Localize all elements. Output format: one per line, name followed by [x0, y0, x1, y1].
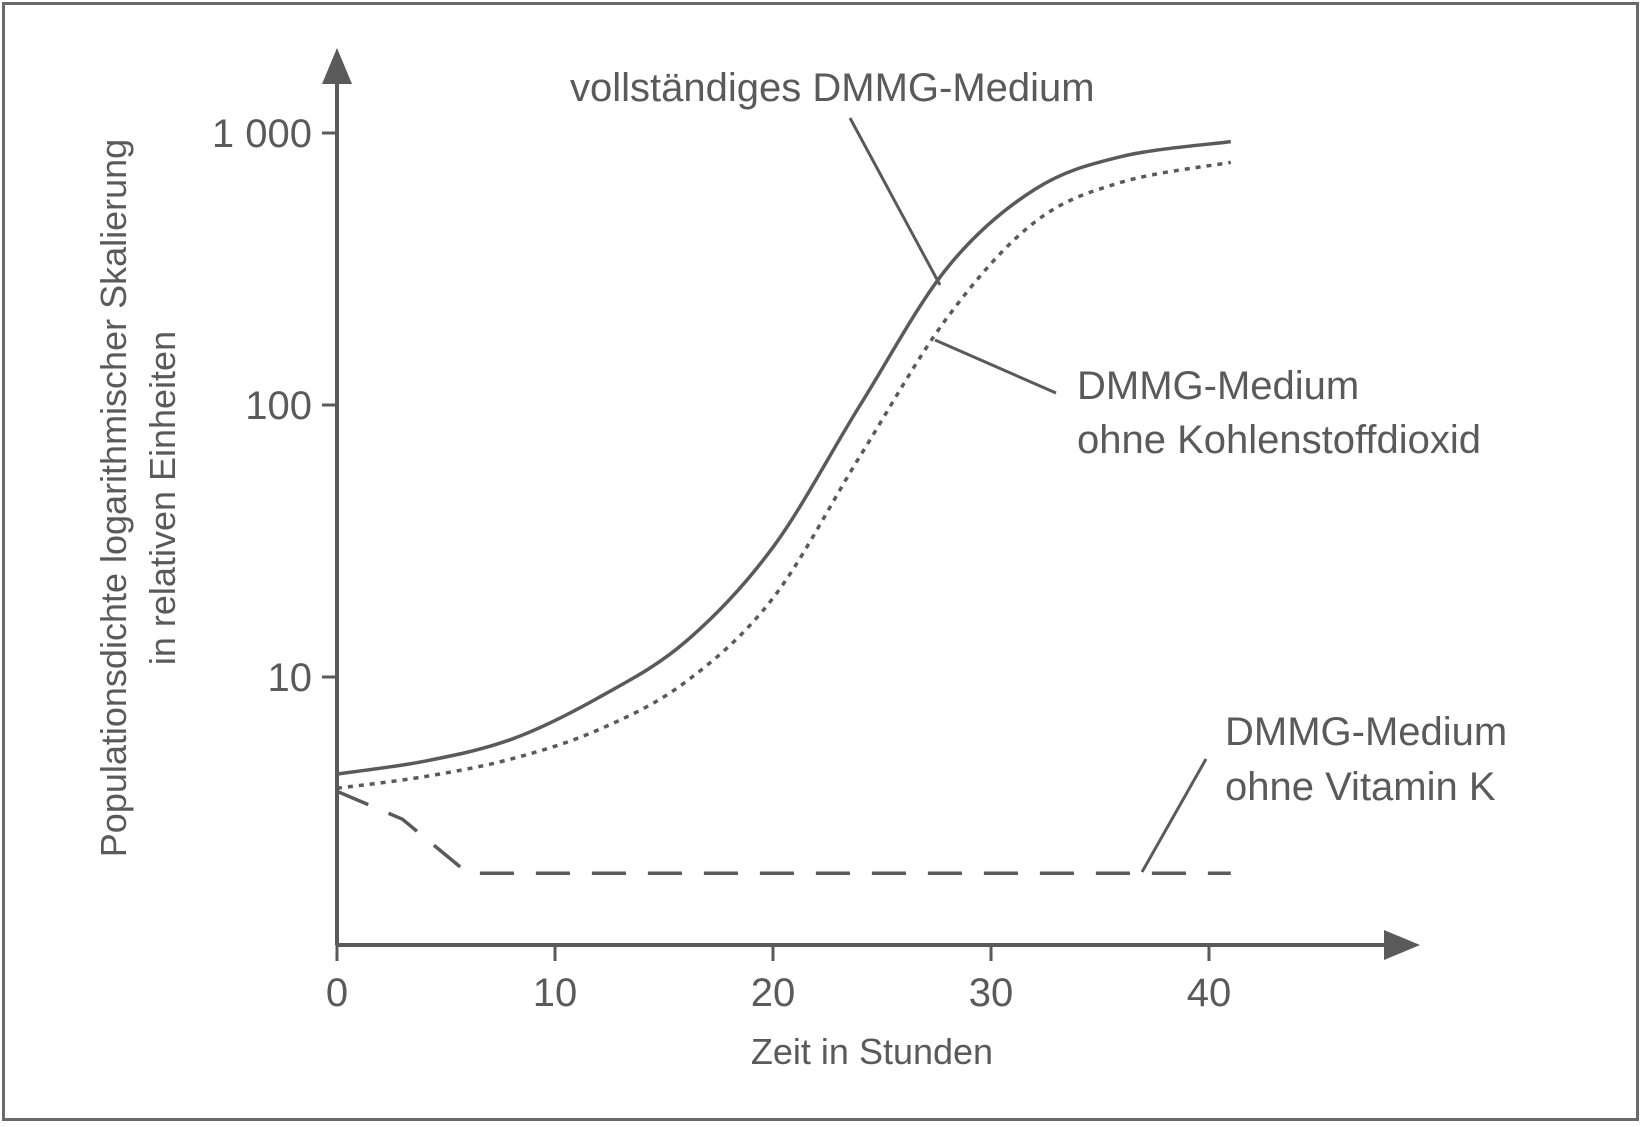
series-vollstaendig	[336, 139, 1232, 776]
annotation-ohne-co2-line2: ohne Kohlenstoffdioxid	[1077, 418, 1481, 462]
x-tick-label-0: 0	[326, 971, 348, 1015]
leader-ohne-co2	[934, 338, 1057, 395]
series-ohne-vitamin-k	[336, 789, 1231, 875]
y-tick-label-10: 10	[268, 656, 313, 700]
x-axis-arrow	[1384, 930, 1420, 960]
axes	[322, 48, 1420, 960]
x-tick-label-20: 20	[751, 971, 796, 1015]
y-axis-arrow	[322, 48, 352, 84]
ticks: 0 10 20 30 40 10 100 1 000	[212, 112, 1231, 1015]
y-tick-label-100: 100	[245, 384, 312, 428]
y-tick-label-1000: 1 000	[212, 112, 312, 156]
x-tick-label-30: 30	[969, 971, 1014, 1015]
leader-vollstaendig	[848, 117, 942, 286]
series-ohne-kohlenstoffdioxid	[336, 160, 1232, 790]
y-axis-title-line2: in relativen Einheiten	[142, 331, 183, 665]
leader-ohne-vitamin-k	[1140, 758, 1208, 873]
annotation-ohne-co2-line1: DMMG-Medium	[1077, 364, 1359, 408]
annotation-ohne-vitamin-k-line2: ohne Vitamin K	[1225, 765, 1496, 809]
annotation-ohne-vitamin-k-line1: DMMG-Medium	[1225, 710, 1507, 754]
x-tick-label-10: 10	[533, 971, 578, 1015]
y-axis-title-line1: Populationsdichte logarithmischer Skalie…	[93, 139, 134, 857]
x-tick-label-40: 40	[1187, 971, 1232, 1015]
x-axis-title: Zeit in Stunden	[751, 1031, 993, 1072]
series-layer	[336, 139, 1232, 875]
annotation-leaders	[848, 117, 1208, 873]
annotation-vollstaendig: vollständiges DMMG-Medium	[570, 66, 1095, 110]
